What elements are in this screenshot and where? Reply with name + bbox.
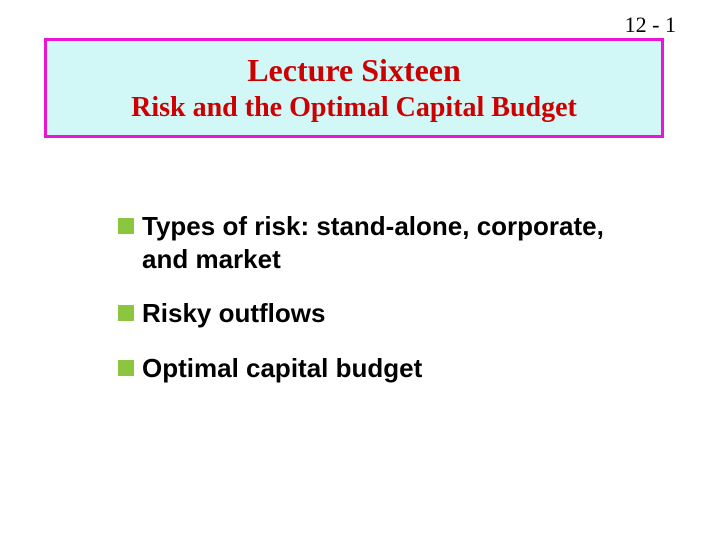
bullet-text: Risky outflows — [142, 297, 325, 330]
list-item: Risky outflows — [118, 297, 618, 330]
bullet-text: Types of risk: stand-alone, corporate, a… — [142, 210, 618, 275]
bullet-square-icon — [118, 305, 134, 321]
list-item: Types of risk: stand-alone, corporate, a… — [118, 210, 618, 275]
title-box: Lecture Sixteen Risk and the Optimal Cap… — [44, 38, 664, 138]
page-number: 12 - 1 — [625, 12, 676, 38]
list-item: Optimal capital budget — [118, 352, 618, 385]
bullet-text: Optimal capital budget — [142, 352, 422, 385]
title-line2: Risk and the Optimal Capital Budget — [131, 91, 577, 125]
title-line1: Lecture Sixteen — [247, 51, 461, 89]
bullet-square-icon — [118, 218, 134, 234]
bullet-list: Types of risk: stand-alone, corporate, a… — [118, 210, 618, 406]
bullet-square-icon — [118, 360, 134, 376]
